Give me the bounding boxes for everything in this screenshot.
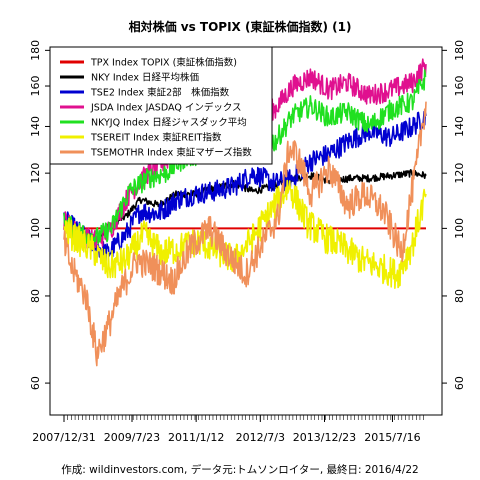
x-tick-label: 2009/7/23 bbox=[104, 431, 160, 444]
y-right-tick-label: 160 bbox=[453, 76, 466, 97]
chart-footer: 作成: wildinvestors.com, データ元:トムソンロイター, 最終… bbox=[61, 463, 418, 476]
x-tick-label: 2015/7/16 bbox=[364, 431, 420, 444]
y-left-tick-label: 160 bbox=[29, 76, 42, 97]
x-tick-label: 2013/12/23 bbox=[293, 431, 356, 444]
legend-label: NKY Index 日経平均株価 bbox=[91, 72, 199, 84]
series-line-5 bbox=[63, 179, 427, 290]
y-left-tick-label: 80 bbox=[29, 289, 42, 303]
legend-label: JSDA Index JASDAQ インデックス bbox=[90, 102, 242, 114]
legend-label: TSEREIT Index 東証REIT指数 bbox=[90, 132, 222, 144]
series-line-6 bbox=[63, 101, 427, 367]
y-left-tick-label: 120 bbox=[29, 163, 42, 184]
y-right-tick-label: 60 bbox=[453, 376, 466, 390]
y-right-tick-label: 180 bbox=[453, 40, 466, 61]
y-left-tick-label: 60 bbox=[29, 376, 42, 390]
x-tick-label: 2007/12/31 bbox=[32, 431, 95, 444]
x-tick-label: 2012/7/3 bbox=[236, 431, 285, 444]
legend-label: TSE2 Index 東証2部 株価指数 bbox=[90, 87, 230, 99]
y-axis-right: 60 80 100 120 140 160 180 bbox=[442, 40, 466, 390]
series-layer bbox=[63, 58, 427, 367]
series-line-2 bbox=[63, 110, 427, 262]
y-right-tick-label: 120 bbox=[453, 163, 466, 184]
y-left-tick-label: 140 bbox=[29, 116, 42, 137]
x-axis: 2007/12/31 2009/7/23 2011/1/12 2012/7/3 2013… bbox=[32, 415, 424, 444]
series-line-1 bbox=[63, 169, 427, 244]
x-tick-label: 2011/1/12 bbox=[168, 431, 224, 444]
y-right-tick-label: 80 bbox=[453, 289, 466, 303]
y-right-tick-label: 140 bbox=[453, 116, 466, 137]
y-axis-left: 60 80 100 120 140 160 180 bbox=[29, 40, 50, 390]
legend-label: TPX Index TOPIX (東証株価指数) bbox=[90, 57, 237, 69]
legend-label: TSEMOTHR Index 東証マザーズ指数 bbox=[90, 147, 252, 159]
legend: TPX Index TOPIX (東証株価指数) NKY Index 日経平均株価… bbox=[49, 46, 273, 165]
y-right-tick-label: 100 bbox=[453, 218, 466, 239]
legend-label: NKYJQ Index 日経ジャスダック平均 bbox=[91, 117, 247, 129]
y-left-tick-label: 100 bbox=[29, 218, 42, 239]
chart-title: 相対株価 vs TOPIX (東証株価指数) (1) bbox=[129, 19, 352, 34]
y-left-tick-label: 180 bbox=[29, 40, 42, 61]
legend-box bbox=[49, 46, 273, 165]
